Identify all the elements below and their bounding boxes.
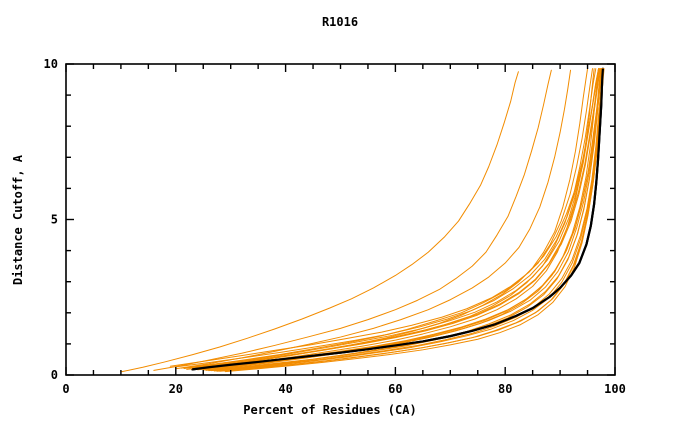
data-curves-layer xyxy=(120,67,605,373)
axis-ticks xyxy=(65,63,616,376)
axis-frame xyxy=(65,63,616,376)
y-axis-title: Distance Cutoff, A xyxy=(11,154,25,285)
curve-model-outlier-1 xyxy=(120,71,519,373)
axis-labels-layer: 0 20 40 60 80 100 0 5 10 xyxy=(44,57,626,396)
y-tick-label-5: 5 xyxy=(51,213,58,227)
curve-model-11 xyxy=(186,68,600,369)
x-tick-label-80: 80 xyxy=(498,382,512,396)
x-tick-label-100: 100 xyxy=(604,382,626,396)
y-tick-label-0: 0 xyxy=(51,368,58,382)
curve-model-6 xyxy=(180,68,593,369)
y-tick-label-10: 10 xyxy=(44,57,58,71)
curve-model-22 xyxy=(169,68,600,367)
x-axis-title: Percent of Residues (CA) xyxy=(243,403,416,417)
curve-reference-model-top xyxy=(192,68,605,371)
x-tick-label-0: 0 xyxy=(62,382,69,396)
x-tick-label-20: 20 xyxy=(169,382,183,396)
x-tick-label-60: 60 xyxy=(388,382,402,396)
curve-model-outlier-2 xyxy=(153,69,552,371)
chart-title: R1016 xyxy=(322,15,358,29)
curve-model-15 xyxy=(205,68,603,371)
curve-model-19 xyxy=(189,68,601,369)
x-tick-label-40: 40 xyxy=(278,382,292,396)
curve-model-23 xyxy=(216,68,605,372)
